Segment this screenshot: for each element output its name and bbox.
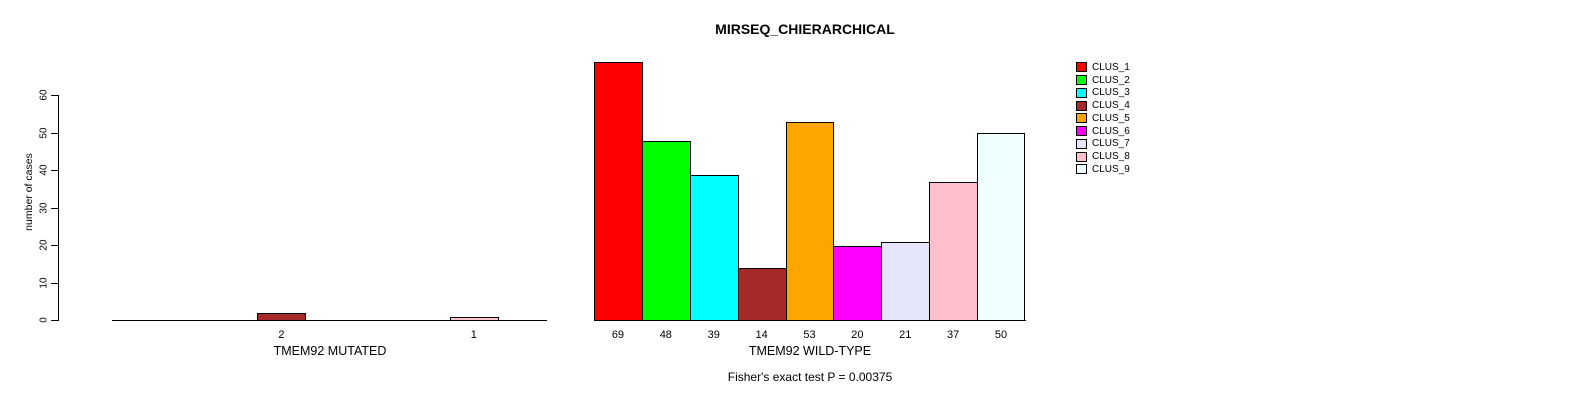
bar-value-label: 14 — [755, 329, 768, 341]
bar-value-label: 21 — [899, 329, 912, 341]
y-tick-label: 30 — [38, 201, 50, 214]
y-tick — [51, 245, 59, 246]
legend-item-CLUS_7: CLUS_7 — [1076, 138, 1130, 151]
bar-value-label: 53 — [803, 329, 816, 341]
bar-value-label: 20 — [851, 329, 864, 341]
legend-label: CLUS_2 — [1092, 74, 1130, 86]
fisher-test-annotation: Fisher's exact test P = 0.00375 — [727, 370, 893, 384]
bar-CLUS_6-group2 — [833, 246, 883, 321]
group-label-mutated: TMEM92 MUTATED — [273, 344, 387, 358]
y-tick-label: 40 — [38, 164, 50, 176]
y-tick-label: 20 — [38, 239, 50, 251]
bar-value-label: 48 — [659, 329, 672, 341]
bar-CLUS_9-group2 — [977, 133, 1025, 321]
group-label-wildtype: TMEM92 WILD-TYPE — [748, 344, 872, 358]
bar-value-label: 2 — [278, 329, 285, 341]
y-tick — [51, 95, 59, 96]
legend-swatch-icon — [1076, 100, 1087, 111]
legend-label: CLUS_5 — [1092, 112, 1130, 124]
y-tick — [51, 320, 59, 321]
legend-swatch-icon — [1076, 164, 1087, 175]
y-tick-label: 50 — [38, 126, 50, 139]
bar-value-label: 39 — [707, 329, 720, 341]
legend-swatch-icon — [1076, 75, 1087, 86]
legend-label: CLUS_7 — [1092, 138, 1130, 150]
y-tick — [51, 207, 59, 209]
legend-item-CLUS_2: CLUS_2 — [1076, 74, 1130, 87]
bar-value-label: 1 — [470, 329, 477, 341]
legend-label: CLUS_3 — [1092, 87, 1130, 99]
bar-value-label: 69 — [611, 329, 625, 341]
x-axis-line-mutated — [112, 320, 547, 321]
bar-CLUS_2-group2 — [641, 141, 691, 321]
y-axis-title: number of cases — [23, 153, 35, 231]
y-tick — [51, 132, 59, 134]
y-tick-label: 60 — [38, 89, 50, 101]
legend-swatch-icon — [1076, 151, 1087, 162]
legend-label: CLUS_1 — [1092, 61, 1130, 73]
bar-value-label: 50 — [994, 329, 1008, 341]
y-tick — [51, 170, 59, 171]
legend-swatch-icon — [1076, 138, 1087, 149]
legend-item-CLUS_5: CLUS_5 — [1076, 112, 1130, 125]
y-tick-label: 10 — [38, 276, 50, 289]
bar-CLUS_3-group2 — [689, 175, 739, 321]
bar-CLUS_1-group2 — [594, 62, 643, 321]
legend-label: CLUS_4 — [1092, 100, 1130, 112]
legend-swatch-icon — [1076, 62, 1087, 73]
legend-label: CLUS_8 — [1092, 151, 1130, 163]
legend-label: CLUS_6 — [1092, 125, 1130, 137]
legend: CLUS_1 CLUS_2 CLUS_3 CLUS_4 CLUS_5 CLUS_6 CLUS… — [1076, 61, 1130, 176]
y-tick — [51, 282, 59, 284]
bar-CLUS_8-group2 — [929, 182, 979, 321]
legend-item-CLUS_9: CLUS_9 — [1076, 163, 1130, 176]
legend-swatch-icon — [1076, 113, 1087, 124]
legend-label: CLUS_9 — [1092, 163, 1130, 175]
chart-title: MIRSEQ_CHIERARCHICAL — [715, 21, 895, 37]
x-axis-line-wildtype — [594, 320, 1026, 321]
bar-CLUS_4-group2 — [737, 268, 787, 321]
legend-item-CLUS_3: CLUS_3 — [1076, 87, 1130, 100]
bar-CLUS_7-group2 — [881, 242, 931, 321]
bar-value-label: 37 — [947, 329, 960, 341]
legend-swatch-icon — [1076, 126, 1087, 137]
legend-swatch-icon — [1076, 87, 1087, 98]
legend-item-CLUS_1: CLUS_1 — [1076, 61, 1130, 74]
legend-item-CLUS_8: CLUS_8 — [1076, 150, 1130, 163]
legend-item-CLUS_4: CLUS_4 — [1076, 99, 1130, 112]
y-tick-label: 0 — [38, 317, 50, 323]
legend-item-CLUS_6: CLUS_6 — [1076, 125, 1130, 138]
bar-CLUS_5-group2 — [785, 122, 835, 321]
